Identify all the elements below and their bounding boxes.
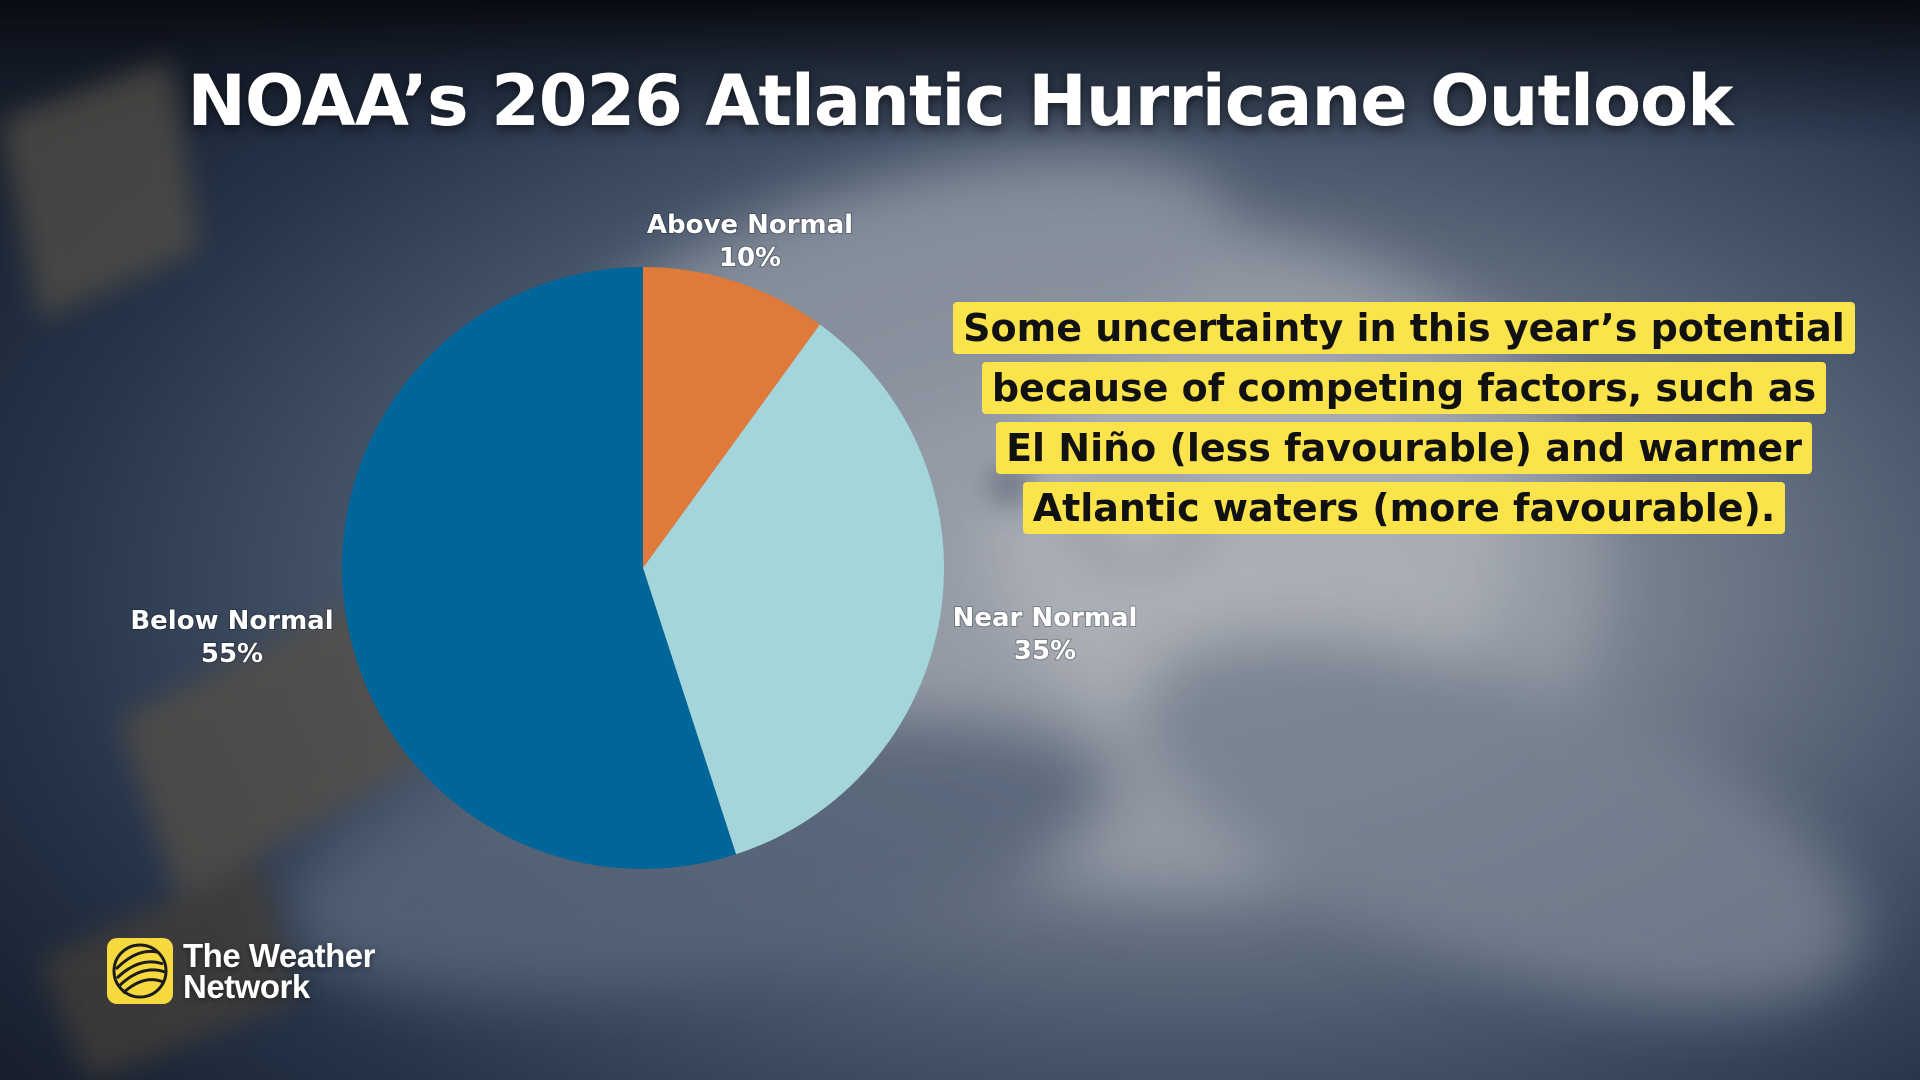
slice-label-value: 35% [1014,636,1076,666]
globe-logo-icon [107,938,173,1004]
slice-label-name: Below Normal [130,606,333,636]
slice-label-name: Near Normal [953,603,1138,633]
pie-slice-below-normal [342,267,737,869]
slice-label-value: 55% [201,639,263,669]
slice-label-value: 10% [719,243,781,273]
pie-slices [342,267,944,869]
page-title: NOAA’s 2026 Atlantic Hurricane Outlook [187,60,1733,142]
callout-line: because of competing factors, such as [948,358,1860,418]
pie-slice-above-normal [643,267,820,568]
pie-slice-near-normal [643,324,944,855]
logo-wordmark: The Weather Network [183,937,375,1005]
weather-network-logo: The Weather Network [107,938,375,1004]
callout-line: El Niño (less favourable) and warmer [948,418,1860,478]
callout-line: Atlantic waters (more favourable). [948,478,1860,538]
slice-label-name: Above Normal [647,210,853,240]
uncertainty-callout: Some uncertainty in this year’s potentia… [948,298,1860,538]
callout-line: Some uncertainty in this year’s potentia… [948,298,1860,358]
